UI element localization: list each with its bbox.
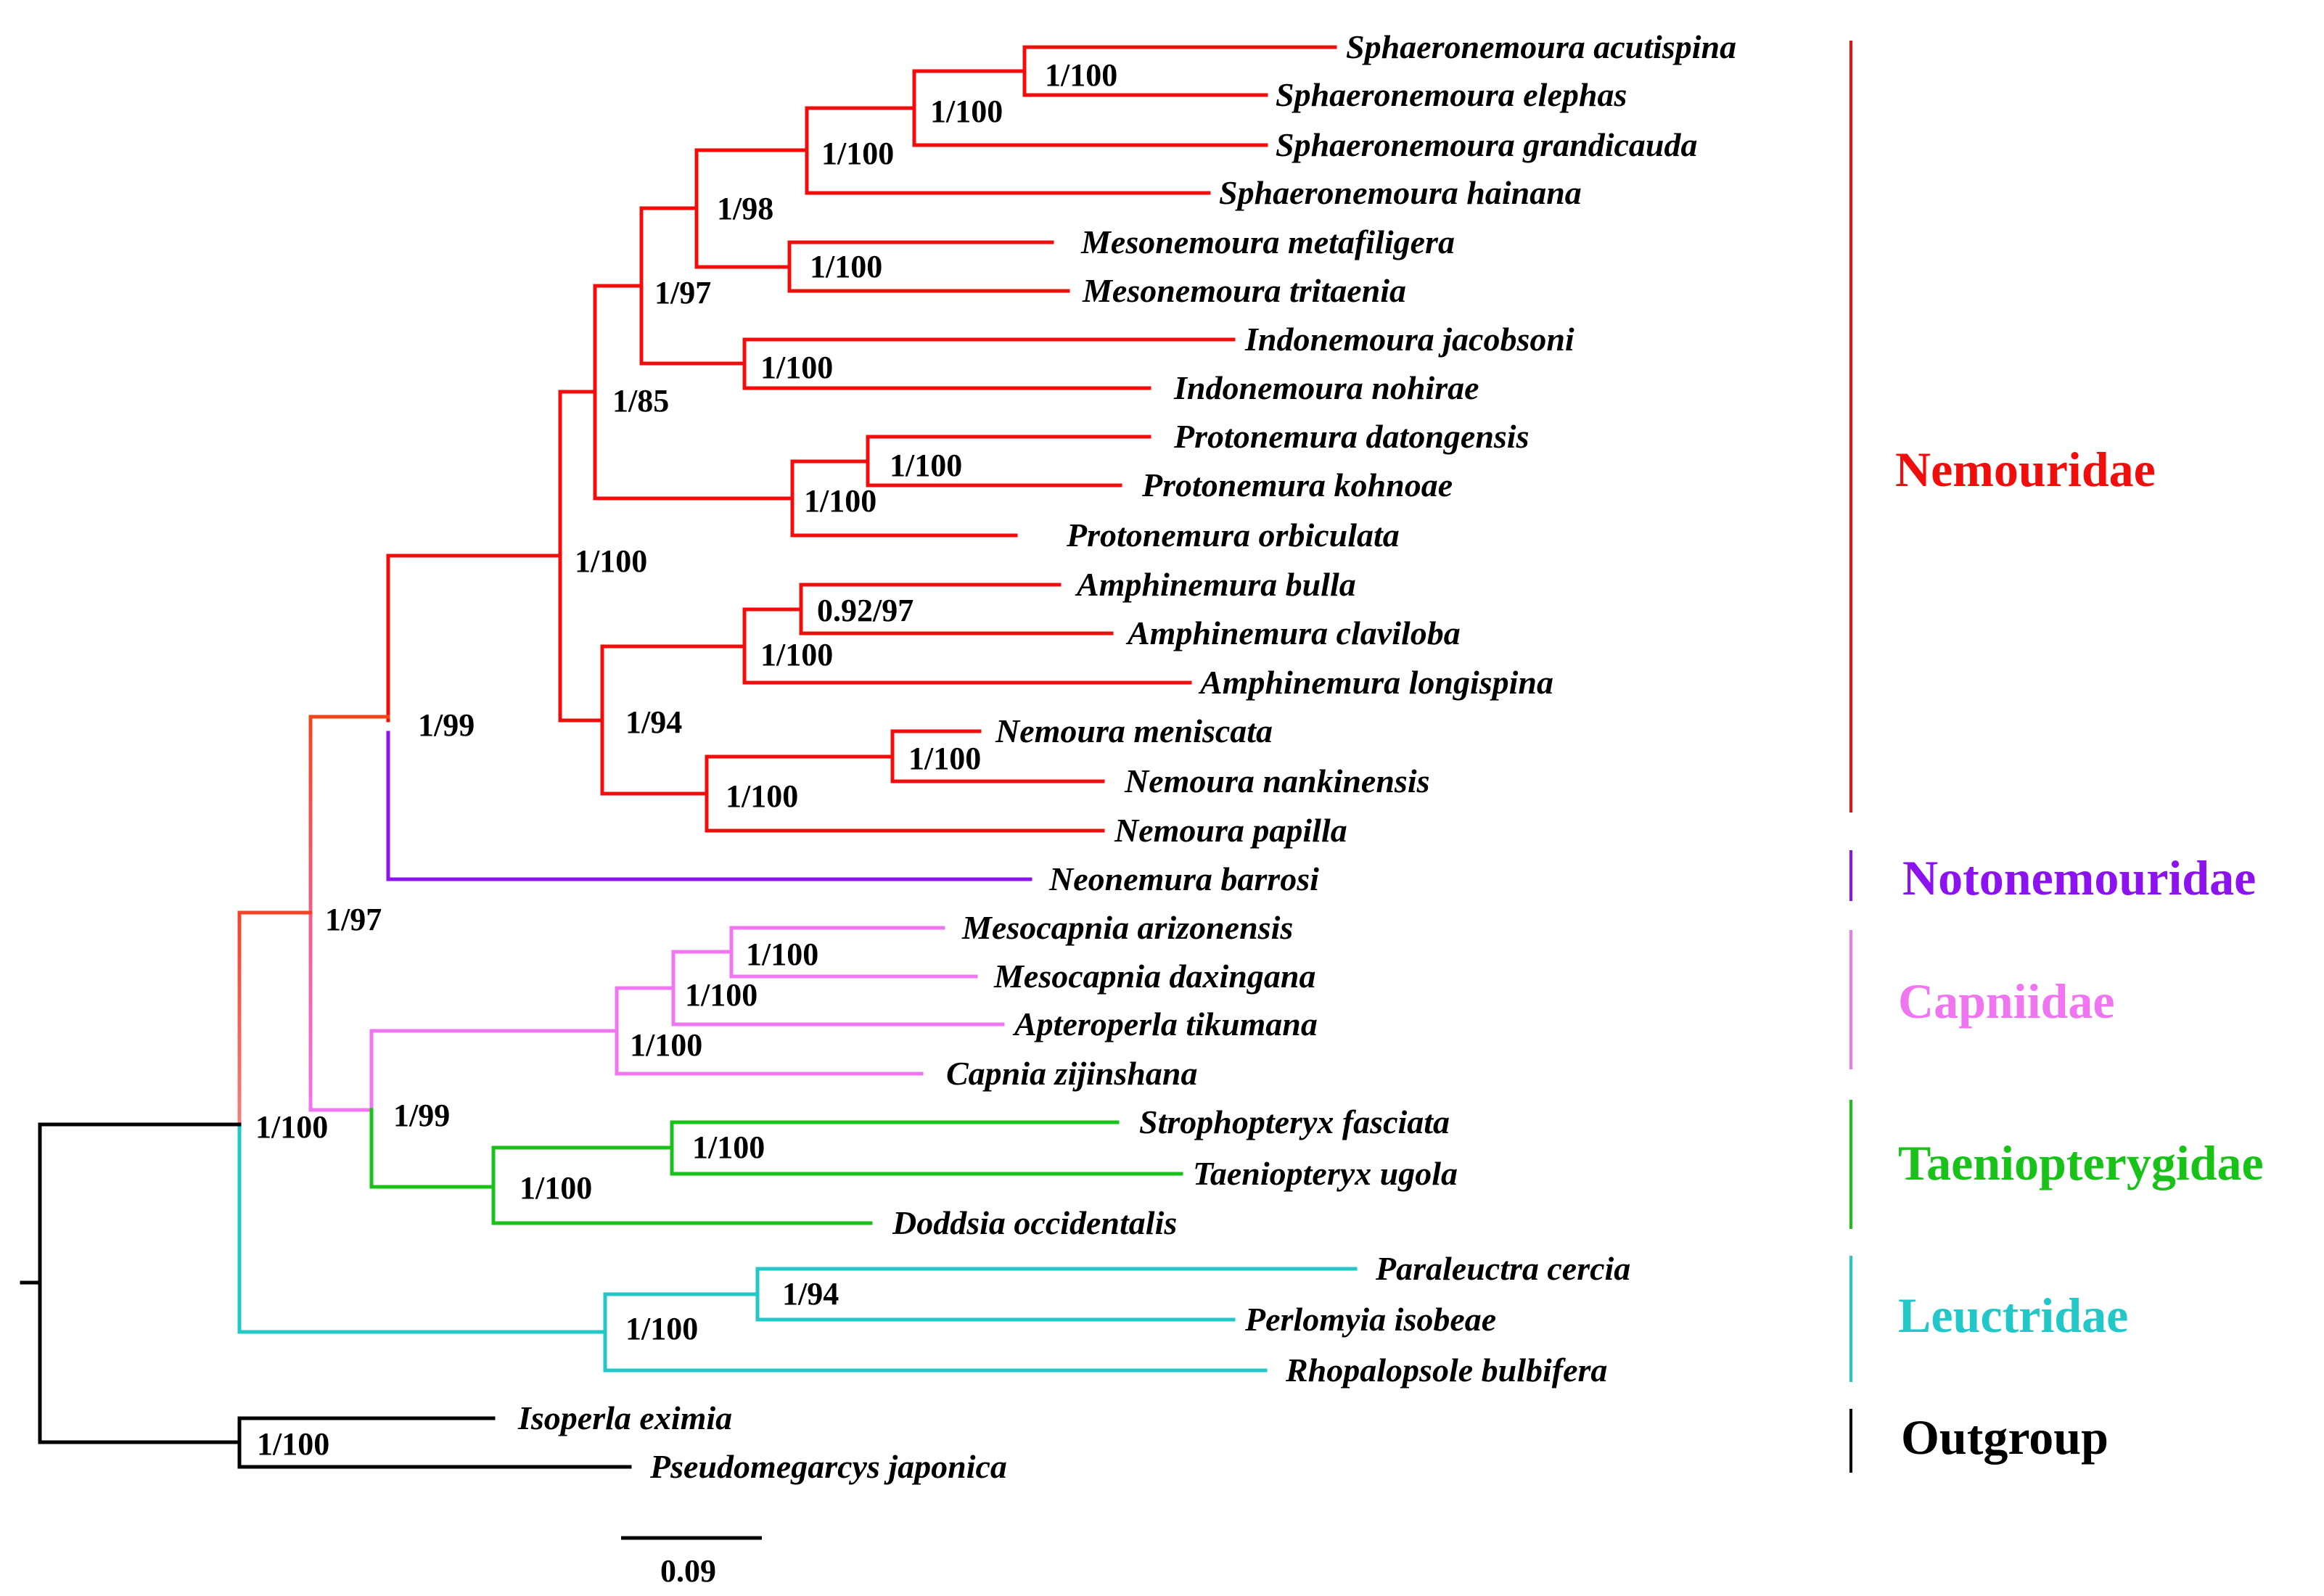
support-value: 1/100 [760, 637, 833, 672]
support-value: 1/100 [692, 1130, 765, 1165]
taxon-label: Neonemura barrosi [1048, 860, 1319, 897]
taxon-label: Mesonemoura metafiligera [1080, 223, 1455, 260]
support-value: 1/99 [418, 707, 475, 743]
support-value: 1/94 [625, 704, 682, 740]
taxon-label: Taeniopteryx ugola [1193, 1155, 1458, 1192]
taxon-label: Amphinemura bulla [1075, 566, 1356, 603]
support-value: 1/100 [760, 350, 833, 385]
family-label-capniidae: Capniidae [1898, 974, 2115, 1029]
support-value: 1/97 [654, 275, 711, 310]
support-value: 1/100 [520, 1170, 592, 1206]
support-value: 0.92/97 [817, 593, 913, 628]
support-value: 1/100 [255, 1109, 328, 1145]
support-value: 1/100 [625, 1311, 698, 1346]
support-value: 1/99 [393, 1098, 450, 1133]
taxon-label: Rhopalopsole bulbifera [1285, 1352, 1607, 1389]
family-label-notonemouridae: Notonemouridae [1902, 850, 2256, 905]
taxon-label: Perlomyia isobeae [1244, 1301, 1496, 1338]
capniidae-clade-branches [308, 926, 1005, 1112]
taxon-label: Indonemoura jacobsoni [1244, 321, 1574, 358]
taeniopterygidae-clade-branches [369, 1108, 1183, 1225]
taxon-label: Capnia zijinshana [946, 1055, 1197, 1092]
taxon-label: Amphinemura claviloba [1125, 614, 1461, 651]
taxon-label: Sphaeronemoura elephas [1276, 76, 1627, 113]
taxon-label: Protonemura orbiculata [1066, 517, 1400, 554]
family-label-outgroup: Outgroup [1901, 1410, 2109, 1465]
support-value: 1/100 [685, 977, 757, 1013]
taxon-label: Strophopteryx fasciata [1139, 1103, 1450, 1140]
support-value: 1/100 [1045, 57, 1117, 93]
support-value: 1/100 [630, 1027, 702, 1063]
taxon-label: Amphinemura longispina [1198, 664, 1553, 701]
family-label-leuctridae: Leuctridae [1898, 1288, 2128, 1343]
support-value: 1/100 [726, 778, 798, 814]
taxon-label: Mesocapnia arizonensis [961, 909, 1293, 946]
support-value: 1/100 [746, 937, 818, 972]
taxon-label: Pseudomegarcys japonica [649, 1448, 1007, 1485]
support-value: 1/100 [804, 483, 876, 519]
taxon-label: Indonemoura nohirae [1173, 369, 1479, 406]
family-label-nemouridae: Nemouridae [1895, 442, 2156, 497]
support-value: 1/85 [612, 383, 669, 419]
taxon-label: Mesocapnia daxingana [993, 958, 1315, 995]
taxon-label: Sphaeronemoura hainana [1219, 174, 1582, 211]
taxon-label: Nemoura papilla [1114, 812, 1347, 849]
taxon-label: Mesonemoura tritaenia [1082, 272, 1406, 309]
support-value: 1/100 [930, 94, 1003, 129]
family-label-taeniopterygidae: Taeniopterygidae [1898, 1135, 2264, 1190]
support-value: 1/100 [821, 136, 894, 171]
support-value: 1/94 [782, 1276, 839, 1312]
leuctridae-clade-branches [237, 1122, 1358, 1373]
support-value: 1/97 [325, 902, 382, 937]
support-value: 1/100 [810, 249, 882, 284]
ingroup-node [237, 910, 313, 1127]
taxon-label: Sphaeronemoura grandicauda [1276, 126, 1698, 163]
outgroup-clade-branches [20, 1122, 632, 1469]
nemouridae-clade-branches [386, 45, 1337, 833]
neonemura-branch [386, 731, 1032, 881]
taxon-label: Protonemura datongensis [1173, 418, 1530, 455]
taxon-label: Nemoura nankinensis [1124, 762, 1430, 799]
scale-bar-label: 0.09 [660, 1553, 716, 1589]
taxon-label: Isoperla eximia [517, 1399, 732, 1436]
taxon-label: Apteroperla tikumana [1012, 1005, 1318, 1042]
support-value: 1/100 [257, 1426, 329, 1462]
taxon-label: Sphaeronemoura acutispina [1346, 28, 1736, 65]
taxon-label: Paraleuctra cercia [1375, 1250, 1630, 1287]
taxon-label: Protonemura kohnoae [1141, 466, 1453, 503]
taxon-label: Doddsia occidentalis [892, 1204, 1177, 1241]
support-value: 1/98 [717, 191, 773, 226]
support-value: 1/100 [575, 543, 647, 579]
taxon-label: Nemoura meniscata [995, 712, 1273, 749]
support-value: 1/100 [908, 741, 981, 776]
support-value: 1/100 [890, 448, 962, 483]
